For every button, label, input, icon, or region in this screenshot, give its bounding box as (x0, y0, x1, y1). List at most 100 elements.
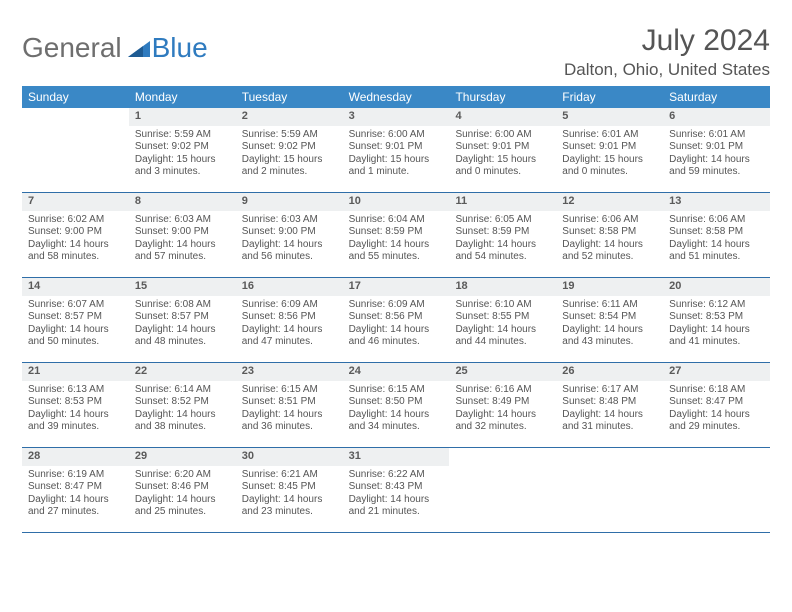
sunset-text: Sunset: 8:53 PM (669, 311, 764, 324)
week-row: 28Sunrise: 6:19 AMSunset: 8:47 PMDayligh… (22, 448, 770, 533)
day-cell-empty (22, 108, 129, 192)
day-cell: 3Sunrise: 6:00 AMSunset: 9:01 PMDaylight… (343, 108, 450, 192)
day-body: Sunrise: 6:04 AMSunset: 8:59 PMDaylight:… (343, 211, 450, 269)
sunrise-text: Sunrise: 5:59 AM (135, 129, 230, 142)
day-number: 29 (129, 448, 236, 466)
sunset-text: Sunset: 9:00 PM (135, 226, 230, 239)
sunrise-text: Sunrise: 6:11 AM (562, 299, 657, 312)
daylight-text: Daylight: 14 hours and 27 minutes. (28, 494, 123, 519)
dow-header-cell: Friday (556, 86, 663, 108)
day-body: Sunrise: 6:10 AMSunset: 8:55 PMDaylight:… (449, 296, 556, 354)
day-body: Sunrise: 6:03 AMSunset: 9:00 PMDaylight:… (129, 211, 236, 269)
daylight-text: Daylight: 14 hours and 23 minutes. (242, 494, 337, 519)
sunrise-text: Sunrise: 6:00 AM (349, 129, 444, 142)
day-cell: 2Sunrise: 5:59 AMSunset: 9:02 PMDaylight… (236, 108, 343, 192)
daylight-text: Daylight: 15 hours and 0 minutes. (562, 154, 657, 179)
logo: General Blue (22, 24, 208, 64)
sunrise-text: Sunrise: 6:01 AM (669, 129, 764, 142)
day-cell: 16Sunrise: 6:09 AMSunset: 8:56 PMDayligh… (236, 278, 343, 362)
day-cell: 23Sunrise: 6:15 AMSunset: 8:51 PMDayligh… (236, 363, 343, 447)
daylight-text: Daylight: 15 hours and 3 minutes. (135, 154, 230, 179)
sunrise-text: Sunrise: 6:09 AM (242, 299, 337, 312)
sunrise-text: Sunrise: 6:16 AM (455, 384, 550, 397)
sunset-text: Sunset: 8:47 PM (28, 481, 123, 494)
day-body: Sunrise: 6:05 AMSunset: 8:59 PMDaylight:… (449, 211, 556, 269)
day-number: 6 (663, 108, 770, 126)
day-number: 19 (556, 278, 663, 296)
day-number: 31 (343, 448, 450, 466)
sunrise-text: Sunrise: 6:15 AM (349, 384, 444, 397)
day-cell: 31Sunrise: 6:22 AMSunset: 8:43 PMDayligh… (343, 448, 450, 532)
day-cell: 12Sunrise: 6:06 AMSunset: 8:58 PMDayligh… (556, 193, 663, 277)
day-body: Sunrise: 6:09 AMSunset: 8:56 PMDaylight:… (343, 296, 450, 354)
sunset-text: Sunset: 9:00 PM (242, 226, 337, 239)
dow-header-cell: Thursday (449, 86, 556, 108)
day-number: 4 (449, 108, 556, 126)
daylight-text: Daylight: 14 hours and 43 minutes. (562, 324, 657, 349)
sunrise-text: Sunrise: 6:19 AM (28, 469, 123, 482)
day-cell: 13Sunrise: 6:06 AMSunset: 8:58 PMDayligh… (663, 193, 770, 277)
day-number: 21 (22, 363, 129, 381)
day-number: 7 (22, 193, 129, 211)
daylight-text: Daylight: 14 hours and 34 minutes. (349, 409, 444, 434)
day-number: 11 (449, 193, 556, 211)
logo-text-general: General (22, 32, 122, 64)
sunset-text: Sunset: 8:56 PM (242, 311, 337, 324)
sunset-text: Sunset: 8:56 PM (349, 311, 444, 324)
sunset-text: Sunset: 8:58 PM (562, 226, 657, 239)
daylight-text: Daylight: 14 hours and 52 minutes. (562, 239, 657, 264)
day-body: Sunrise: 6:00 AMSunset: 9:01 PMDaylight:… (343, 126, 450, 184)
sunset-text: Sunset: 8:59 PM (455, 226, 550, 239)
day-body: Sunrise: 5:59 AMSunset: 9:02 PMDaylight:… (236, 126, 343, 184)
day-cell: 26Sunrise: 6:17 AMSunset: 8:48 PMDayligh… (556, 363, 663, 447)
day-number: 17 (343, 278, 450, 296)
daylight-text: Daylight: 14 hours and 48 minutes. (135, 324, 230, 349)
day-body: Sunrise: 6:11 AMSunset: 8:54 PMDaylight:… (556, 296, 663, 354)
daylight-text: Daylight: 14 hours and 39 minutes. (28, 409, 123, 434)
daylight-text: Daylight: 14 hours and 50 minutes. (28, 324, 123, 349)
dow-header-cell: Sunday (22, 86, 129, 108)
day-number: 13 (663, 193, 770, 211)
title-block: July 2024 Dalton, Ohio, United States (564, 24, 770, 80)
sunset-text: Sunset: 8:48 PM (562, 396, 657, 409)
day-body: Sunrise: 6:13 AMSunset: 8:53 PMDaylight:… (22, 381, 129, 439)
sunrise-text: Sunrise: 6:00 AM (455, 129, 550, 142)
day-number: 26 (556, 363, 663, 381)
day-number: 22 (129, 363, 236, 381)
day-number: 28 (22, 448, 129, 466)
daylight-text: Daylight: 14 hours and 29 minutes. (669, 409, 764, 434)
sunset-text: Sunset: 8:53 PM (28, 396, 123, 409)
sunrise-text: Sunrise: 6:01 AM (562, 129, 657, 142)
week-row: 21Sunrise: 6:13 AMSunset: 8:53 PMDayligh… (22, 363, 770, 448)
daylight-text: Daylight: 14 hours and 21 minutes. (349, 494, 444, 519)
day-body: Sunrise: 6:18 AMSunset: 8:47 PMDaylight:… (663, 381, 770, 439)
day-number: 16 (236, 278, 343, 296)
daylight-text: Daylight: 14 hours and 25 minutes. (135, 494, 230, 519)
day-body: Sunrise: 6:08 AMSunset: 8:57 PMDaylight:… (129, 296, 236, 354)
location-subtitle: Dalton, Ohio, United States (564, 60, 770, 80)
sunrise-text: Sunrise: 5:59 AM (242, 129, 337, 142)
day-cell: 9Sunrise: 6:03 AMSunset: 9:00 PMDaylight… (236, 193, 343, 277)
sunset-text: Sunset: 8:50 PM (349, 396, 444, 409)
sunrise-text: Sunrise: 6:03 AM (242, 214, 337, 227)
week-row: 1Sunrise: 5:59 AMSunset: 9:02 PMDaylight… (22, 108, 770, 193)
daylight-text: Daylight: 14 hours and 54 minutes. (455, 239, 550, 264)
day-body: Sunrise: 6:00 AMSunset: 9:01 PMDaylight:… (449, 126, 556, 184)
sunrise-text: Sunrise: 6:05 AM (455, 214, 550, 227)
day-cell: 19Sunrise: 6:11 AMSunset: 8:54 PMDayligh… (556, 278, 663, 362)
day-number: 9 (236, 193, 343, 211)
daylight-text: Daylight: 14 hours and 58 minutes. (28, 239, 123, 264)
day-cell: 20Sunrise: 6:12 AMSunset: 8:53 PMDayligh… (663, 278, 770, 362)
day-cell: 7Sunrise: 6:02 AMSunset: 9:00 PMDaylight… (22, 193, 129, 277)
daylight-text: Daylight: 14 hours and 36 minutes. (242, 409, 337, 434)
daylight-text: Daylight: 15 hours and 1 minute. (349, 154, 444, 179)
day-number: 10 (343, 193, 450, 211)
daylight-text: Daylight: 14 hours and 46 minutes. (349, 324, 444, 349)
day-number: 12 (556, 193, 663, 211)
day-cell: 17Sunrise: 6:09 AMSunset: 8:56 PMDayligh… (343, 278, 450, 362)
day-cell: 30Sunrise: 6:21 AMSunset: 8:45 PMDayligh… (236, 448, 343, 532)
logo-text-blue: Blue (152, 32, 208, 64)
sunrise-text: Sunrise: 6:04 AM (349, 214, 444, 227)
day-cell: 10Sunrise: 6:04 AMSunset: 8:59 PMDayligh… (343, 193, 450, 277)
day-number: 18 (449, 278, 556, 296)
